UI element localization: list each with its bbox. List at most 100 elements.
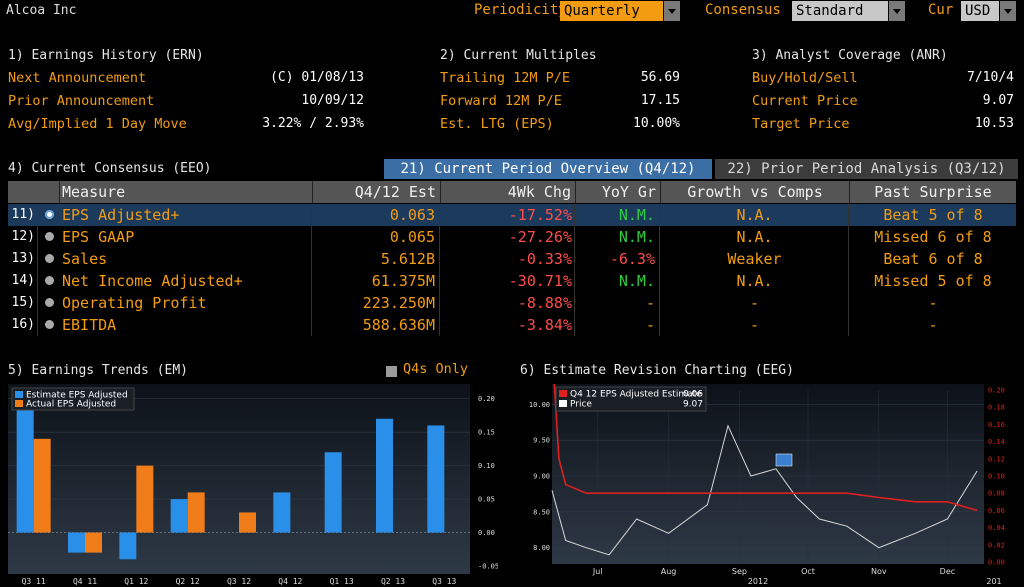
- row-number: 12): [8, 226, 38, 248]
- right-y-tick-label: 0.08: [988, 490, 1005, 498]
- analyst-coverage-title[interactable]: 3) Analyst Coverage (ANR): [752, 48, 948, 63]
- earnings-history-title[interactable]: 1) Earnings History (ERN): [8, 48, 204, 63]
- right-y-tick-label: 0.02: [988, 541, 1005, 549]
- event-marker-icon[interactable]: [775, 453, 793, 467]
- periodicity-dropdown-icon[interactable]: [664, 1, 680, 21]
- table-header-index: [8, 181, 60, 203]
- row-radio-button[interactable]: [45, 254, 54, 263]
- current-multiples-title[interactable]: 2) Current Multiples: [440, 48, 597, 63]
- ltg-label: Est. LTG (EPS): [440, 116, 554, 132]
- periodicity-label: Periodicity: [474, 2, 567, 18]
- row-growth-vs-comps: N.A.: [661, 270, 849, 292]
- row-past-surprise: -: [928, 316, 938, 334]
- table-header-4wk-chg[interactable]: 4Wk Chg: [441, 181, 576, 203]
- row-number: 15): [8, 292, 38, 314]
- bar-actual: [239, 512, 256, 533]
- x-year-label: 2012: [748, 577, 768, 586]
- row-yoy: N.M.: [576, 226, 660, 248]
- x-tick-label: Jul: [592, 567, 603, 576]
- x-tick-label: Q3 12: [227, 577, 251, 586]
- consensus-label: Consensus: [705, 2, 781, 18]
- row-radio-button[interactable]: [45, 232, 54, 241]
- bar-estimate: [427, 425, 445, 533]
- row-estimate: 5.612B: [313, 248, 440, 270]
- table-row[interactable]: 12) EPS GAAP 0.065 -27.26% N.M. N.A. Mis…: [8, 226, 1016, 248]
- legend-value-price: 9.07: [683, 400, 703, 410]
- chart-background: [552, 384, 984, 564]
- bar-estimate: [119, 532, 137, 560]
- left-y-tick-label: 8.00: [533, 544, 550, 552]
- tab-prior-period-analysis[interactable]: 22) Prior Period Analysis (Q3/12): [715, 159, 1018, 179]
- row-yoy: -: [576, 314, 660, 336]
- q4s-only-label: Q4s Only: [403, 361, 469, 377]
- y-tick-label: 0.15: [478, 429, 495, 437]
- consensus-select[interactable]: Standard: [792, 1, 888, 21]
- bar-estimate: [16, 392, 34, 533]
- legend-swatch-actual: [15, 400, 23, 407]
- legend-value-estimate: 0.06: [683, 390, 703, 400]
- row-past-surprise: Beat 5 of 8: [883, 206, 983, 224]
- currency-select[interactable]: USD: [961, 1, 999, 21]
- table-header-measure[interactable]: Measure: [60, 181, 313, 203]
- earnings-trends-title[interactable]: 5) Earnings Trends (EM): [8, 363, 189, 378]
- forward-pe-label: Forward 12M P/E: [440, 93, 562, 109]
- left-y-tick-label: 10.00: [529, 401, 550, 409]
- row-measure[interactable]: EPS GAAP: [60, 226, 312, 248]
- currency-dropdown-icon[interactable]: [1000, 1, 1016, 21]
- row-measure[interactable]: EBITDA: [60, 314, 312, 336]
- row-radio-button[interactable]: [45, 276, 54, 285]
- y-tick-label: 0.10: [478, 462, 495, 470]
- row-growth-vs-comps: -: [661, 292, 849, 314]
- table-row[interactable]: 16) EBITDA 588.636M -3.84% - - -: [8, 314, 1016, 336]
- tab-current-period-overview[interactable]: 21) Current Period Overview (Q4/12): [384, 159, 712, 179]
- row-measure[interactable]: Net Income Adjusted+: [60, 270, 312, 292]
- row-measure[interactable]: Operating Profit: [60, 292, 312, 314]
- row-growth-vs-comps: N.A.: [661, 226, 849, 248]
- row-4wk-chg: -27.26%: [441, 226, 575, 248]
- row-measure[interactable]: Sales: [60, 248, 312, 270]
- x-tick-label: Oct: [801, 567, 815, 576]
- row-number: 11): [8, 204, 38, 226]
- row-number: 14): [8, 270, 38, 292]
- periodicity-select[interactable]: Quarterly: [560, 1, 663, 21]
- table-header-yoy[interactable]: YoY Gr: [576, 181, 661, 203]
- table-row[interactable]: 14) Net Income Adjusted+ 61.375M -30.71%…: [8, 270, 1016, 292]
- bar-actual: [136, 465, 154, 533]
- x-tick-label: Q3 11: [22, 577, 46, 586]
- row-radio-button[interactable]: [45, 298, 54, 307]
- estimate-revision-title[interactable]: 6) Estimate Revision Charting (EEG): [520, 363, 794, 378]
- table-header-growth-vs-comps[interactable]: Growth vs Comps: [661, 181, 850, 203]
- right-y-tick-label: 0.04: [988, 524, 1005, 532]
- table-row[interactable]: 11) EPS Adjusted+ 0.063 -17.52% N.M. N.A…: [8, 204, 1016, 226]
- table-header-estimate[interactable]: Q4/12 Est: [313, 181, 441, 203]
- q4s-only-checkbox[interactable]: [386, 366, 397, 377]
- x-tick-label: Q3 13: [432, 577, 456, 586]
- y-tick-label: 0.20: [478, 395, 495, 403]
- table-header-past-surprise[interactable]: Past Surprise: [850, 181, 1016, 203]
- row-measure[interactable]: EPS Adjusted+: [60, 204, 312, 226]
- row-radio-button[interactable]: [45, 210, 54, 219]
- bar-actual: [85, 532, 102, 553]
- row-radio-button[interactable]: [45, 320, 54, 329]
- left-y-tick-label: 9.50: [533, 437, 550, 445]
- row-yoy: -: [576, 292, 660, 314]
- price-line: [551, 424, 978, 556]
- company-name: Alcoa Inc: [6, 3, 77, 18]
- trailing-pe-value: 56.69: [640, 70, 680, 85]
- x-tick-label: Q2 12: [176, 577, 200, 586]
- x-tick-label: Q1 13: [330, 577, 354, 586]
- legend-label-estimate: Q4 12 EPS Adjusted Estimate: [570, 390, 702, 400]
- x-tick-label: Q4 12: [278, 577, 302, 586]
- row-growth-vs-comps: -: [661, 314, 849, 336]
- right-y-tick-label: 0.16: [988, 421, 1005, 429]
- current-consensus-title[interactable]: 4) Current Consensus (EEO): [8, 161, 212, 176]
- x-tick-label: Aug: [661, 567, 677, 576]
- right-y-tick-label: 0.18: [988, 404, 1005, 412]
- table-row[interactable]: 15) Operating Profit 223.250M -8.88% - -…: [8, 292, 1016, 314]
- x-tick-label: Q1 12: [124, 577, 148, 586]
- table-row[interactable]: 13) Sales 5.612B -0.33% -6.3% Weaker Bea…: [8, 248, 1016, 270]
- legend-label-estimate: Estimate EPS Adjusted: [26, 391, 128, 401]
- row-past-surprise: Missed 6 of 8: [874, 228, 992, 246]
- consensus-dropdown-icon[interactable]: [889, 1, 905, 21]
- top-bar: Alcoa Inc Periodicity Quarterly Consensu…: [0, 0, 1024, 24]
